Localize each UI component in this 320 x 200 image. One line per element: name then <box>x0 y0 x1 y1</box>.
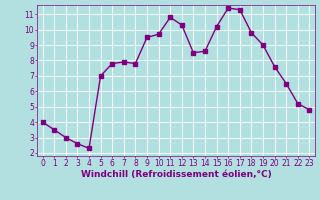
X-axis label: Windchill (Refroidissement éolien,°C): Windchill (Refroidissement éolien,°C) <box>81 170 271 179</box>
